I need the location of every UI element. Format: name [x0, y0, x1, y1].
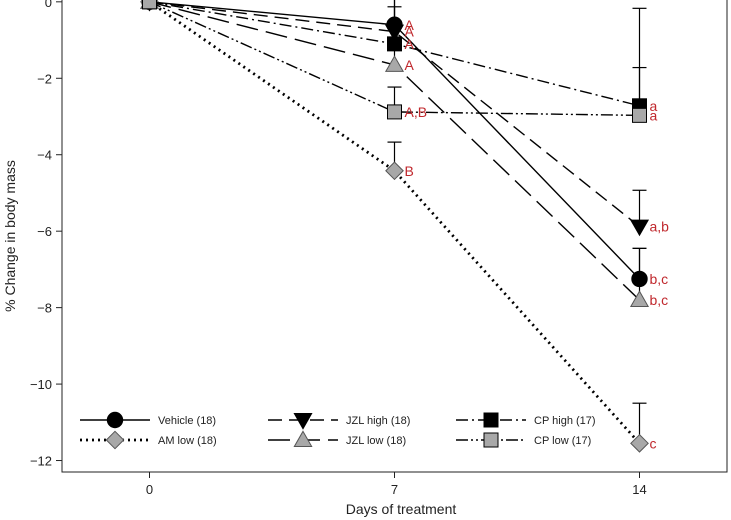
series-2: Bc [140, 0, 657, 453]
series-line [149, 1, 640, 117]
y-tick-label: −10 [30, 377, 52, 392]
significance-label: A,B [405, 104, 428, 120]
y-tick-label: −12 [30, 454, 52, 469]
marker-square [483, 412, 499, 428]
series-5: Aa [142, 0, 658, 114]
legend-item: JZL high (18) [268, 412, 410, 430]
significance-label: b,c [650, 271, 669, 287]
series-4: Ab,c [139, 0, 669, 308]
legend-item: CP high (17) [456, 412, 596, 428]
significance-label: A [405, 57, 415, 73]
legend-label: JZL high (18) [346, 415, 410, 427]
series-6: A,B a [142, 0, 658, 123]
y-tick-label: 0 [45, 0, 52, 10]
legend-item: JZL low (18) [268, 430, 406, 448]
legend-label: JZL low (18) [346, 435, 406, 447]
marker-triangle-down [293, 412, 313, 430]
legend-item: AM low (18) [80, 430, 217, 450]
significance-label: c [650, 435, 657, 451]
significance-label: a [650, 107, 658, 123]
legend-label: AM low (18) [158, 435, 217, 447]
y-tick-label: −2 [37, 71, 52, 86]
significance-label: A [405, 24, 415, 40]
marker-triangle-down [629, 219, 650, 237]
significance-label: b,c [650, 292, 669, 308]
marker-square [387, 104, 402, 120]
legend-label: Vehicle (18) [158, 415, 216, 427]
marker-triangle-up [629, 290, 650, 307]
significance-label: a [650, 98, 658, 114]
marker-square [632, 107, 647, 123]
marker-diamond [105, 430, 125, 450]
significance-label: B [405, 163, 414, 179]
marker-diamond [385, 161, 404, 181]
x-tick-label: 7 [391, 482, 398, 497]
marker-square [483, 432, 499, 448]
significance-label: A [405, 17, 415, 33]
marker-diamond [630, 433, 649, 453]
legend-item: Vehicle (18) [80, 411, 216, 429]
marker-triangle-up [293, 430, 313, 448]
series-line [148, 0, 641, 445]
x-tick-label: 14 [632, 482, 646, 497]
marker-square [387, 36, 402, 52]
legend-label: CP high (17) [534, 415, 596, 427]
marker-circle [106, 411, 124, 429]
legend: Vehicle (18) AM low (18) JZL high (18) JZL … [80, 411, 596, 450]
marker-triangle-up [384, 55, 405, 72]
axis-ticks: 0 −2 −4 −6 −8 −10 −12 0 7 14 [30, 0, 647, 497]
significance-label: A [405, 36, 415, 52]
marker-square [142, 0, 157, 10]
legend-label: CP low (17) [534, 435, 591, 447]
x-tick-label: 0 [146, 482, 153, 497]
legend-item: CP low (17) [456, 432, 591, 448]
y-tick-label: −4 [37, 148, 52, 163]
significance-label: a,b [650, 219, 670, 235]
x-axis-title: Days of treatment [346, 501, 457, 517]
y-axis-title: % Change in body mass [2, 160, 18, 312]
y-tick-label: −8 [37, 301, 52, 316]
y-tick-label: −6 [37, 224, 52, 239]
